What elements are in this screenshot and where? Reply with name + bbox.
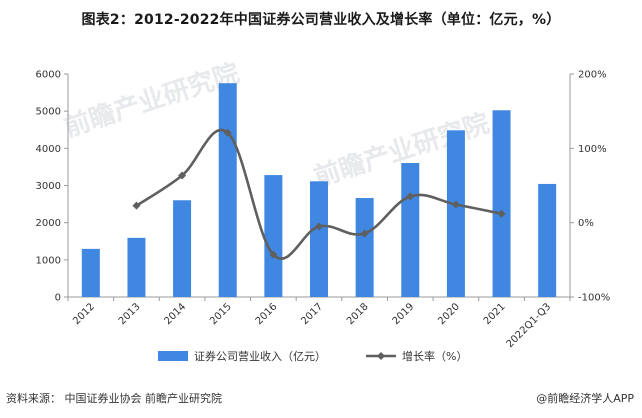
y-tick-label-right: -100% <box>578 293 610 304</box>
legend-label-line: 增长率（%） <box>402 349 467 363</box>
bar <box>355 198 374 297</box>
legend-label-bar: 证券公司营业收入（亿元） <box>194 349 326 363</box>
x-tick-label: 2021 <box>482 301 508 327</box>
bar <box>264 175 283 297</box>
bar <box>218 83 237 297</box>
growth-marker <box>223 128 232 137</box>
x-tick-label: 2014 <box>162 301 188 327</box>
y-tick-label-left: 4000 <box>36 144 61 155</box>
growth-marker <box>132 201 141 210</box>
bar <box>310 181 328 297</box>
growth-marker <box>497 209 506 218</box>
x-tick-label: 2022Q1-Q3 <box>505 301 554 350</box>
y-tick-label-left: 6000 <box>36 70 61 81</box>
bar <box>492 110 511 298</box>
x-tick-label: 2019 <box>391 301 417 327</box>
source-line: 资料来源： 中国证券业协会 前瞻产业研究院 <box>6 390 222 406</box>
legend-swatch-marker <box>377 352 385 360</box>
bar <box>173 200 192 297</box>
x-tick-label: 2018 <box>345 301 371 327</box>
x-tick-label: 2016 <box>254 301 280 327</box>
brand-credit: @前瞻经济学人APP <box>536 392 634 405</box>
bar <box>538 183 557 297</box>
bar <box>446 130 465 297</box>
growth-marker <box>406 192 415 201</box>
x-tick-label: 2020 <box>436 301 462 327</box>
x-tick-label: 2013 <box>117 301 143 327</box>
growth-marker <box>360 229 369 238</box>
growth-marker <box>269 250 278 259</box>
growth-marker <box>178 171 187 180</box>
growth-line <box>135 128 502 260</box>
chart-title: 图表2：2012-2022年中国证券公司营业收入及增长率（单位：亿元，%） <box>81 12 561 28</box>
x-tick-label: 2012 <box>71 301 97 327</box>
bar <box>127 237 146 297</box>
bar <box>401 163 420 297</box>
growth-marker <box>315 222 323 231</box>
y-tick-label-right: 100% <box>578 144 607 155</box>
y-tick-label-right: 200% <box>578 70 607 81</box>
y-tick-label-left: 2000 <box>36 218 61 229</box>
y-tick-label-right: 0% <box>578 218 594 229</box>
source-label: 资料来源： <box>6 392 61 405</box>
x-tick-label: 2017 <box>299 301 325 327</box>
x-tick-label: 2015 <box>208 301 234 327</box>
y-tick-label-left: 1000 <box>36 255 61 266</box>
y-tick-label-left: 3000 <box>36 181 61 192</box>
y-tick-label-left: 5000 <box>36 107 61 118</box>
legend-swatch-bar <box>158 351 188 361</box>
bar <box>81 248 100 297</box>
y-tick-label-left: 0 <box>55 293 61 304</box>
source-text: 中国证券业协会 前瞻产业研究院 <box>64 392 223 405</box>
growth-marker <box>451 200 460 209</box>
